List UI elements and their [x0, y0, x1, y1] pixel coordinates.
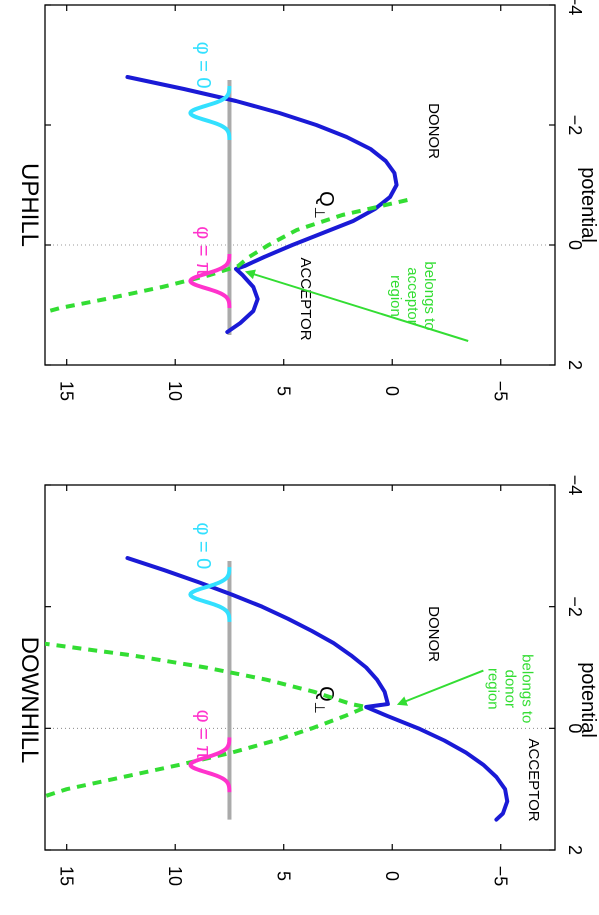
- y-tick-label: 0: [382, 386, 402, 396]
- plot-frame: [44, 484, 556, 851]
- wavepacket-phi-pi: [188, 737, 232, 793]
- callout-line: region: [387, 275, 404, 317]
- donor-label: DONOR: [425, 606, 442, 662]
- y-tick-label: −5: [491, 866, 511, 887]
- callout-line: donor: [501, 670, 518, 708]
- y-tick-label: 0: [382, 871, 402, 881]
- callout-line: belongs to: [421, 261, 438, 330]
- y-axis-label: potential: [577, 662, 599, 738]
- y-axis-label: potential: [577, 167, 599, 243]
- y-tick-label: 15: [57, 866, 77, 886]
- x-tick-label: 0: [565, 240, 585, 250]
- y-tick-label: 5: [274, 871, 294, 881]
- callout-line: region: [484, 668, 501, 710]
- callout-arrow: [244, 269, 469, 342]
- x-axis-label-main: Q: [315, 191, 337, 207]
- callout-arrow: [396, 669, 484, 706]
- donor-label: DONOR: [425, 103, 442, 159]
- x-axis-label-subscript: ⊥: [312, 207, 328, 219]
- panel-title: UPHILL: [16, 163, 43, 247]
- potential-surface-series: [125, 556, 510, 822]
- wavepacket-phi-0: [188, 85, 232, 141]
- label-phi-pi: φ = π: [192, 226, 214, 276]
- y-tick-label: 10: [165, 866, 185, 886]
- x-tick-label: −4: [565, 475, 585, 496]
- x-tick-label: 2: [565, 360, 585, 370]
- acceptor-label: ACCEPTOR: [297, 257, 314, 340]
- y-tick-label: 10: [165, 381, 185, 401]
- panel-uphill: UPHILL potential Q⊥ −4 −2 0 2 −5 0 5 10 15 φ = 0 φ…: [16, 0, 599, 401]
- callout-line: belongs to: [518, 654, 535, 723]
- label-phi-pi: φ = π: [192, 710, 214, 760]
- panel-title: DOWNHILL: [16, 637, 43, 764]
- label-phi-0: φ = 0: [192, 522, 214, 569]
- x-tick-label: −2: [565, 596, 585, 617]
- x-axis-label-subscript: ⊥: [312, 702, 328, 714]
- wavepacket-phi-pi: [188, 253, 232, 309]
- crossing-parabola-series: [45, 198, 408, 315]
- y-tick-label: 5: [274, 386, 294, 396]
- callout-line: acceptor: [404, 267, 421, 325]
- label-phi-0: φ = 0: [192, 42, 214, 89]
- plot-frame: [44, 4, 556, 366]
- crossing-parabola-series: [45, 641, 369, 799]
- x-tick-label: −2: [565, 115, 585, 136]
- x-axis-label: Q⊥: [312, 191, 337, 219]
- wavepacket-phi-0: [188, 567, 232, 622]
- svg-text:Q⊥: Q⊥: [312, 191, 337, 219]
- y-tick-label: 15: [57, 381, 77, 401]
- acceptor-label: ACCEPTOR: [525, 739, 542, 822]
- x-tick-label: −4: [565, 0, 585, 15]
- potential-surface-series: [125, 75, 399, 334]
- x-tick-label: 0: [565, 723, 585, 733]
- y-tick-label: −5: [491, 381, 511, 402]
- x-tick-label: 2: [565, 845, 585, 855]
